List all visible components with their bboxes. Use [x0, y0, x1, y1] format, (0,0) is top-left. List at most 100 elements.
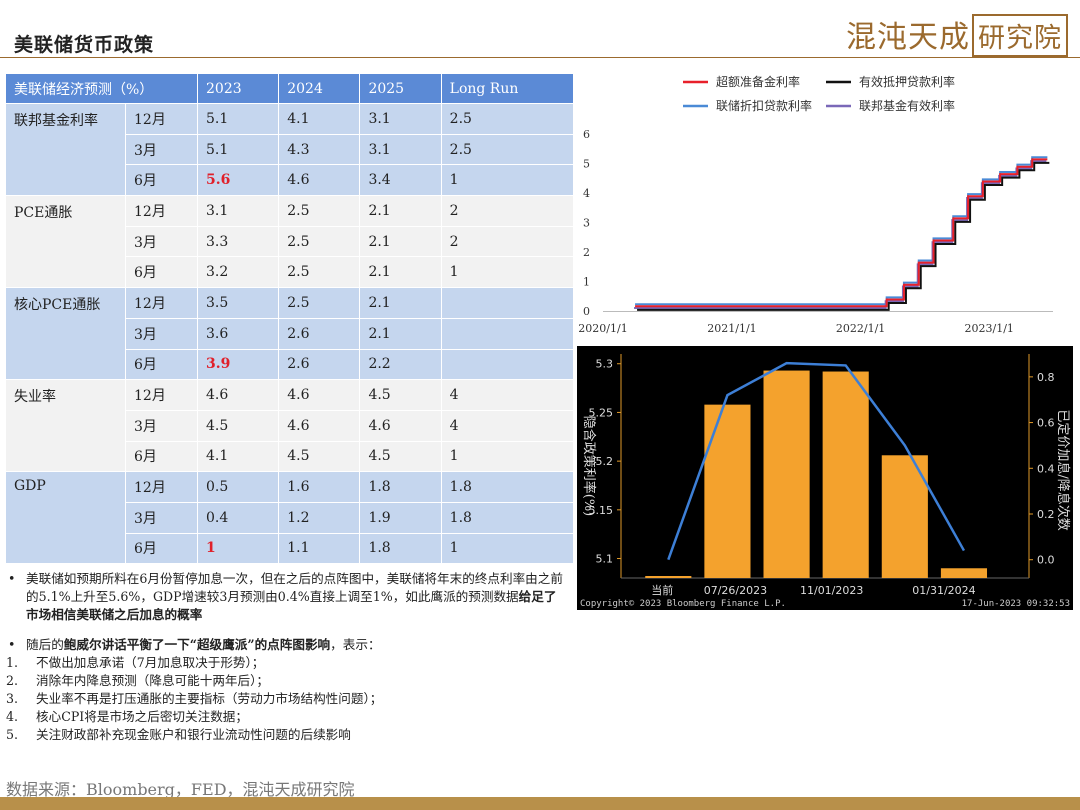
table-cell	[440, 348, 575, 381]
table-cell: 1.2	[278, 501, 361, 534]
table-cell: 1.8	[440, 501, 575, 534]
table-row: 核心PCE通胀 12月 3.5 2.5 2.1	[5, 287, 575, 381]
right-tick-label: 0.2	[1037, 508, 1055, 521]
indicator-label: GDP	[5, 471, 126, 565]
y-tick-label: 1	[583, 276, 590, 289]
x-tick-label: 11/01/2023	[800, 584, 863, 597]
note-item: 5. 关注财政部补充现金账户和银行业流动性问题的后续影响	[6, 727, 351, 742]
note-1-emphasis: 给足了市场相信美联储之后加息的概率	[26, 589, 557, 622]
bar	[822, 371, 869, 578]
legend-label: 有效抵押贷款利率	[859, 74, 955, 89]
period-label: 3月	[125, 225, 198, 258]
period-label: 12月	[125, 287, 198, 319]
table-row: PCE通胀 12月 3.1 2.5 2.1 2	[5, 195, 575, 289]
bar	[940, 568, 988, 578]
period-label: 3月	[125, 409, 198, 442]
note-item: 3. 失业率不再是打压通胀的主要指标（劳动力市场结构性问题）；	[6, 691, 383, 706]
note-2-emphasis: 鲍威尔讲话平衡了一下“超级鹰派”的点阵图影响	[63, 637, 331, 652]
table-cell: 1	[440, 164, 575, 197]
left-tick-label: 5.1	[596, 553, 614, 566]
table-row: 3月 4.5 4.6 4.6 4	[6, 409, 575, 442]
table-cell: 2.5	[278, 287, 361, 319]
series-line	[635, 156, 1048, 306]
right-tick-label: 0.4	[1037, 462, 1055, 475]
period-label: 6月	[125, 440, 198, 473]
table-row: 6月 3.2 2.5 2.1 1	[6, 256, 575, 289]
y-tick-label: 2	[583, 246, 590, 259]
table-row: 3月 5.1 4.3 3.1 2.5	[6, 133, 575, 166]
indicator-label: 核心PCE通胀	[5, 287, 126, 381]
table-header-2025: 2025	[359, 73, 442, 104]
table-header-2024: 2024	[278, 73, 361, 104]
table-cell: 4	[440, 379, 575, 411]
table-cell: 4.3	[278, 133, 361, 166]
header-divider	[0, 57, 1080, 58]
table-cell: 3.1	[196, 195, 280, 227]
implied-rate-bar-chart: 5.1 5.15 5.2 5.25 5.3 0.0 0.2 0.4 0.6 0.8 当前 07/26/…	[577, 346, 1073, 610]
table-cell: 1	[196, 532, 280, 565]
x-tick-label: 当前	[651, 583, 673, 597]
table-cell: 3.6	[196, 317, 280, 350]
table-cell: 2.5	[440, 103, 575, 135]
table-cell: 2.6	[278, 317, 361, 350]
x-tick-label: 07/26/2023	[704, 584, 767, 597]
table-cell: 4.5	[196, 409, 280, 442]
table-cell: 1.8	[359, 532, 442, 565]
table-cell	[440, 317, 575, 350]
table-cell: 2	[440, 195, 575, 227]
table-cell: 1	[440, 532, 575, 565]
table-cell: 2.2	[359, 348, 442, 381]
bar	[881, 455, 928, 578]
right-tick-label: 0.0	[1037, 554, 1055, 567]
note-2-suffix: ，表示：	[330, 637, 381, 652]
period-label: 6月	[125, 164, 198, 197]
table-cell: 2.5	[278, 195, 361, 227]
table-cell: 3.4	[359, 164, 442, 197]
table-cell: 2	[440, 225, 575, 258]
table-cell: 4.6	[278, 409, 361, 442]
table-cell: 2.1	[359, 317, 442, 350]
left-tick-label: 5.25	[589, 406, 614, 419]
x-tick-label: 2023/1/1	[965, 322, 1014, 335]
period-label: 6月	[125, 532, 198, 565]
data-source: 数据来源：Bloomberg，FED，混沌天成研究院	[6, 780, 355, 799]
table-cell: 1.1	[278, 532, 361, 565]
table-cell: 4.5	[359, 440, 442, 473]
table-row: 6月 4.1 4.5 4.5 1	[6, 440, 575, 473]
left-tick-label: 5.3	[596, 358, 614, 371]
right-tick-label: 0.6	[1037, 417, 1055, 430]
note-1-text: 美联储如预期所料在6月份暂停加息一次，但在之后的点阵图中，美联储将年末的终点利率…	[26, 571, 563, 604]
table-cell: 2.6	[278, 348, 361, 381]
period-label: 12月	[125, 379, 198, 411]
table-cell: 2.5	[278, 256, 361, 289]
period-label: 3月	[125, 501, 198, 534]
table-cell: 3.1	[359, 103, 442, 135]
legend-label: 联储折扣贷款利率	[716, 98, 812, 113]
series-line	[667, 361, 966, 561]
table-cell: 2.1	[359, 256, 442, 289]
y-tick-label: 6	[583, 128, 590, 141]
y-tick-label: 4	[583, 187, 590, 200]
period-label: 3月	[125, 317, 198, 350]
table-cell: 1.9	[359, 501, 442, 534]
x-tick-label: 01/31/2024	[912, 584, 975, 597]
table-row: GDP 12月 0.5 1.6 1.8 1.8	[5, 471, 575, 565]
legend-label: 联邦基金有效利率	[859, 98, 955, 113]
table-row: 失业率 12月 4.6 4.6 4.5 4	[5, 379, 575, 473]
table-row: 6月 3.9 2.6 2.2	[6, 348, 575, 381]
right-axis-title: 已定价加息/降息次数	[1055, 409, 1071, 530]
table-cell: 4.6	[278, 379, 361, 411]
table-row: 6月 1 1.1 1.8 1	[6, 532, 575, 565]
table-cell: 4	[440, 409, 575, 442]
table-cell: 4.6	[196, 379, 280, 411]
bar	[645, 576, 692, 578]
left-axis-title: 隐含政策利率(%)	[581, 416, 597, 517]
commentary: 美联储如预期所料在6月份暂停加息一次，但在之后的点阵图中，美联储将年末的终点利率…	[6, 570, 566, 744]
table-row: 联邦基金利率 12月 5.1 4.1 3.1 2.5	[5, 102, 575, 197]
table-cell: 4.5	[359, 379, 442, 411]
y-tick-label: 5	[583, 158, 590, 171]
table-cell: 3.5	[196, 287, 280, 319]
y-tick-label: 3	[583, 217, 590, 230]
timestamp-text: 17-Jun-2023 09:32:53	[962, 599, 1070, 609]
series-line	[634, 160, 1047, 310]
